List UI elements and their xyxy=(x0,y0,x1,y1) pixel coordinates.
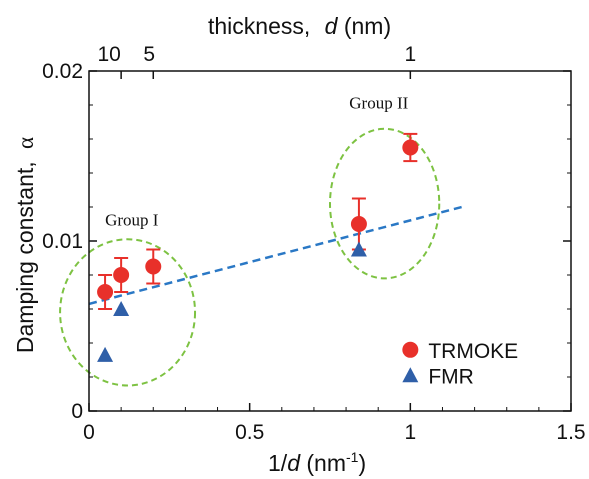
x-tick-label-4: 1.5 xyxy=(556,421,585,444)
group-ellipse-1 xyxy=(59,238,197,387)
x-tick-label-2: 0.5 xyxy=(235,421,264,444)
fmr-point-1 xyxy=(97,346,114,362)
plot-layer: Group I Group II 0 0.5 1 1.5 0 0.01 0.02 10 5 1 TRMO… xyxy=(42,43,585,444)
fmr-point-2 xyxy=(113,301,130,316)
y-tick-label-1: 0 xyxy=(71,400,83,423)
y-axis-label: Damping constant, α xyxy=(12,137,38,353)
top-axis-label: thickness, d (nm) xyxy=(208,13,391,39)
y-tick-label-2: 0.01 xyxy=(42,230,83,253)
fmr-point-3 xyxy=(350,241,367,257)
top-tick-label-2: 5 xyxy=(143,43,155,66)
legend-fmr-label: FMR xyxy=(428,365,474,388)
legend-trmoke-label: TRMOKE xyxy=(428,340,518,363)
x-axis-label: 1/d (nm-1) xyxy=(268,449,366,476)
trmoke-point-3 xyxy=(145,258,162,275)
trmoke-point-1 xyxy=(97,284,114,300)
group-label-2: Group II xyxy=(349,93,408,112)
top-tick-label-3: 1 xyxy=(404,43,416,66)
x-tick-label-1: 0 xyxy=(83,421,95,444)
trmoke-point-2 xyxy=(113,267,130,283)
x-tick-label-3: 1 xyxy=(404,421,416,444)
top-tick-label-1: 10 xyxy=(97,43,120,66)
legend-fmr-marker xyxy=(402,367,419,383)
group-label-1: Group I xyxy=(105,211,159,230)
y-tick-label-3: 0.02 xyxy=(42,60,83,83)
trmoke-point-5 xyxy=(402,139,419,156)
trmoke-point-4 xyxy=(350,216,367,232)
legend-trmoke-marker xyxy=(402,341,419,358)
group-ellipse-2 xyxy=(329,127,441,280)
